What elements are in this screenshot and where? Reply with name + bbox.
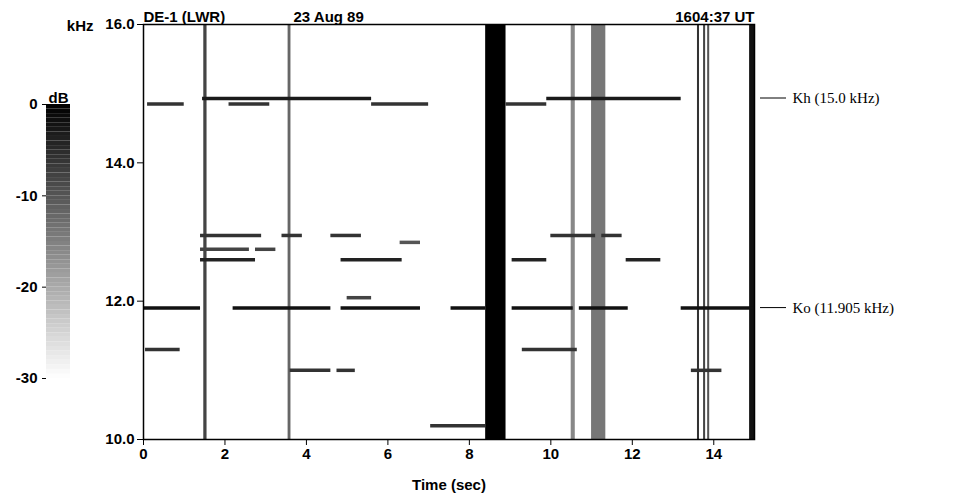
svg-text:kHz: kHz <box>67 17 94 34</box>
svg-text:2: 2 <box>221 445 229 462</box>
svg-text:-30: -30 <box>16 369 38 386</box>
svg-text:23 Aug 89: 23 Aug 89 <box>294 8 364 25</box>
svg-text:DE-1 (LWR): DE-1 (LWR) <box>144 8 226 25</box>
svg-text:10.0: 10.0 <box>105 430 134 447</box>
svg-text:14: 14 <box>705 445 722 462</box>
svg-text:10: 10 <box>542 445 559 462</box>
svg-text:-10: -10 <box>16 187 38 204</box>
svg-text:dB: dB <box>49 89 69 106</box>
svg-text:-20: -20 <box>16 278 38 295</box>
svg-text:16.0: 16.0 <box>105 15 134 32</box>
svg-text:8: 8 <box>465 445 473 462</box>
svg-text:12: 12 <box>624 445 641 462</box>
svg-text:4: 4 <box>302 445 311 462</box>
svg-text:6: 6 <box>384 445 392 462</box>
svg-text:0: 0 <box>29 95 37 112</box>
svg-text:12.0: 12.0 <box>105 292 134 309</box>
svg-text:0: 0 <box>139 445 147 462</box>
svg-text:14.0: 14.0 <box>105 154 134 171</box>
svg-text:Kh (15.0 kHz): Kh (15.0 kHz) <box>793 90 880 107</box>
svg-text:Ko (11.905 kHz): Ko (11.905 kHz) <box>793 300 895 317</box>
svg-text:Time (sec): Time (sec) <box>412 476 486 493</box>
svg-text:1604:37 UT: 1604:37 UT <box>675 8 754 25</box>
